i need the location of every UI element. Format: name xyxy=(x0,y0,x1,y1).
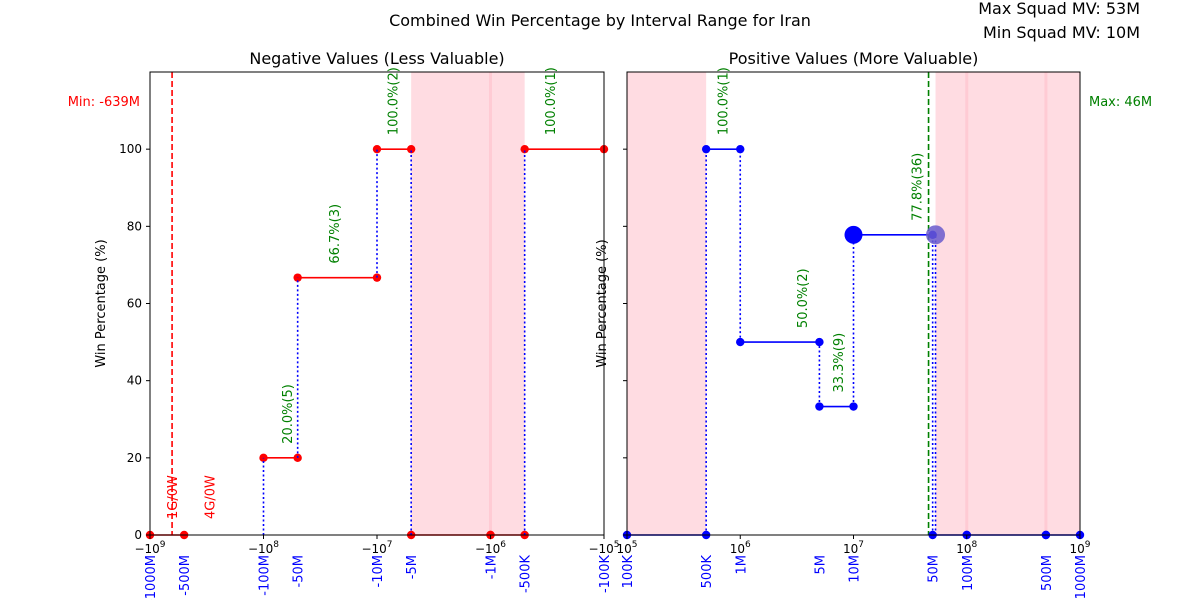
y-tick-label: 60 xyxy=(127,297,142,311)
positive-values-panel: Max: 46M 100.0%(1) 50.0%(2) 33.3%(9) 77.8%(3… xyxy=(595,49,1152,599)
highlight-point xyxy=(844,225,863,244)
y-tick-label: 40 xyxy=(127,374,142,388)
x-tick-label: −105 xyxy=(588,540,619,556)
interval-label: -10M xyxy=(371,555,386,587)
annotation-label: 100.0%(1) xyxy=(717,67,732,135)
interval-label: -100M xyxy=(258,555,273,596)
x-tick-label: 106 xyxy=(730,540,751,556)
annotation-label: 33.3%(9) xyxy=(832,333,847,393)
interval-label: 100K xyxy=(621,555,636,589)
annotation-label: 20.0%(5) xyxy=(281,384,296,444)
interval-label: -100K xyxy=(598,555,613,594)
interval-label: -500K xyxy=(519,555,534,594)
interval-label: 50M xyxy=(927,555,942,583)
shaded-range xyxy=(935,72,1080,535)
y-tick-label: 80 xyxy=(127,219,142,233)
marker-line-label: Min: -639M xyxy=(68,95,140,110)
data-point xyxy=(701,144,711,154)
x-tick-label: −107 xyxy=(361,540,392,556)
marker-line-label: Max: 46M xyxy=(1089,95,1152,110)
interval-label: -500M xyxy=(178,555,193,596)
annotation-label: 66.7%(3) xyxy=(328,204,343,264)
interval-label: -1000M xyxy=(144,555,159,600)
annotation-label: 77.8%(36) xyxy=(911,153,926,221)
y-axis-label: Win Percentage (%) xyxy=(94,239,109,367)
interval-label: 1000M xyxy=(1074,555,1089,599)
highlight-point xyxy=(926,225,946,245)
interval-label: 500M xyxy=(1040,555,1055,591)
negative-values-panel: Min: -639M 1G/0W 4G/0W 20.0%(5) 66.7%(3) 100.… xyxy=(68,49,620,600)
axes-frame xyxy=(149,71,605,536)
min-squad-mv-label: Min Squad MV: 10M xyxy=(983,23,1140,42)
data-point xyxy=(372,144,382,154)
interval-label: -50M xyxy=(292,555,307,587)
interval-label: 5M xyxy=(813,555,828,575)
shaded-range xyxy=(627,72,707,535)
x-tick-label: 108 xyxy=(956,540,977,556)
data-point xyxy=(520,144,529,154)
y-tick-label: 0 xyxy=(134,528,142,542)
interval-label: -5M xyxy=(405,555,420,579)
panel-title: Negative Values (Less Valuable) xyxy=(249,49,504,68)
x-tick-label: 107 xyxy=(843,540,864,556)
annotation-label: 1G/0W xyxy=(166,475,181,519)
panel-title: Positive Values (More Valuable) xyxy=(729,49,979,68)
annotation-label: 50.0%(2) xyxy=(796,268,811,328)
interval-label: -1M xyxy=(485,555,500,579)
shaded-range xyxy=(411,72,525,535)
data-point xyxy=(406,144,416,154)
annotation-label: 100.0%(1) xyxy=(544,67,559,135)
interval-label: 500K xyxy=(700,555,715,589)
data-point xyxy=(736,144,745,154)
x-tick-label: −109 xyxy=(134,540,165,556)
y-axis-label: Win Percentage (%) xyxy=(595,239,610,367)
x-tick-label: 109 xyxy=(1069,540,1090,556)
y-tick-label: 20 xyxy=(127,451,142,465)
data-point xyxy=(815,337,824,347)
y-tick-label: 100 xyxy=(119,142,142,156)
interval-label: 10M xyxy=(848,555,863,583)
figure-title: Combined Win Percentage by Interval Rang… xyxy=(389,11,811,30)
x-tick-label: −106 xyxy=(475,540,506,556)
interval-label: 100M xyxy=(961,555,976,591)
interval-label: 1M xyxy=(734,555,749,575)
max-squad-mv-label: Max Squad MV: 53M xyxy=(978,0,1140,18)
x-tick-label: 105 xyxy=(616,540,637,556)
annotation-label: 4G/0W xyxy=(203,475,218,519)
data-point xyxy=(259,453,268,463)
annotation-label: 100.0%(2) xyxy=(387,67,402,135)
x-tick-label: −108 xyxy=(248,540,279,556)
